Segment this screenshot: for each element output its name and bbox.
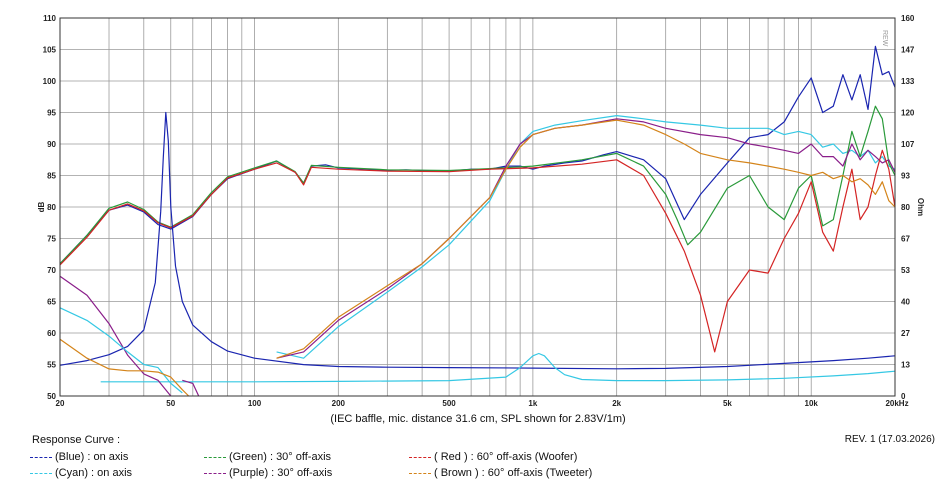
legend-label-red: ( Red ) : 60° off-axis (Woofer) bbox=[434, 451, 578, 463]
y-tick-right: 160 bbox=[901, 14, 915, 23]
x-tick: 200 bbox=[332, 399, 346, 408]
y-axis-label-left: dB bbox=[37, 201, 46, 212]
legend-label-blue: (Blue) : on axis bbox=[55, 451, 129, 463]
legend-swatch-green bbox=[204, 456, 226, 458]
series-line bbox=[100, 352, 896, 383]
y-tick-left: 100 bbox=[43, 77, 57, 86]
x-tick: 500 bbox=[442, 399, 456, 408]
y-tick-left: 70 bbox=[47, 266, 56, 275]
legend-label-brown: ( Brown ) : 60° off-axis (Tweeter) bbox=[434, 467, 593, 479]
revision-label: REV. 1 (17.03.2026) bbox=[844, 434, 935, 445]
y-tick-right: 67 bbox=[901, 235, 910, 244]
y-tick-left: 85 bbox=[47, 172, 56, 181]
chart-curves bbox=[59, 45, 896, 397]
y-tick-right: 0 bbox=[901, 392, 906, 401]
legend-item-cyan: (Cyan) : on axis bbox=[30, 467, 132, 479]
chart-grid bbox=[59, 17, 896, 397]
y-tick-right: 53 bbox=[901, 266, 910, 275]
y-tick-left: 80 bbox=[47, 203, 56, 212]
x-tick: 100 bbox=[248, 399, 262, 408]
legend-item-green: (Green) : 30° off-axis bbox=[204, 451, 331, 463]
legend-swatch-brown bbox=[409, 472, 431, 474]
y-tick-left: 75 bbox=[47, 235, 56, 244]
y-tick-left: 105 bbox=[43, 46, 57, 55]
series-line bbox=[276, 119, 896, 359]
y-tick-left: 65 bbox=[47, 298, 56, 307]
x-tick: 20 bbox=[56, 399, 65, 408]
plot-frame bbox=[59, 17, 896, 397]
frequency-response-chart: 50 55 60 65 70 75 80 85 90 95 100 105 110 0 13 27 40 53 67… bbox=[37, 14, 925, 408]
legend-label-cyan: (Cyan) : on axis bbox=[55, 467, 133, 479]
y-tick-right: 27 bbox=[901, 329, 910, 338]
y-tick-left: 60 bbox=[47, 329, 56, 338]
legend-swatch-red bbox=[409, 456, 431, 458]
legend-label-green: (Green) : 30° off-axis bbox=[229, 451, 332, 463]
y-tick-right: 40 bbox=[901, 298, 910, 307]
y-tick-right: 147 bbox=[901, 46, 915, 55]
series-line bbox=[59, 45, 896, 265]
chart-ticks: 50 55 60 65 70 75 80 85 90 95 100 105 110 0 13 27 40 53 67… bbox=[43, 14, 915, 408]
legend-swatch-purple bbox=[204, 472, 226, 474]
x-tick: 5k bbox=[723, 399, 732, 408]
y-axis-label-right: Ohm bbox=[916, 198, 925, 216]
y-tick-right: 107 bbox=[901, 140, 915, 149]
series-line bbox=[59, 111, 896, 370]
y-tick-left: 90 bbox=[47, 140, 56, 149]
y-tick-right: 120 bbox=[901, 109, 915, 118]
series-line bbox=[59, 338, 190, 397]
legend-item-brown: ( Brown ) : 60° off-axis (Tweeter) bbox=[409, 467, 592, 479]
legend-swatch-blue bbox=[30, 456, 52, 458]
series-line bbox=[276, 114, 896, 359]
x-tick: 10k bbox=[805, 399, 819, 408]
y-tick-right: 80 bbox=[901, 203, 910, 212]
legend-title: Response Curve : bbox=[32, 434, 121, 446]
series-line bbox=[59, 275, 172, 397]
legend-item-red: ( Red ) : 60° off-axis (Woofer) bbox=[409, 451, 577, 463]
legend-item-blue: (Blue) : on axis bbox=[30, 451, 128, 463]
series-line bbox=[59, 307, 183, 394]
series-line bbox=[182, 379, 200, 397]
legend-item-purple: (Purple) : 30° off-axis bbox=[204, 467, 332, 479]
x-tick: 2k bbox=[612, 399, 621, 408]
y-tick-right: 133 bbox=[901, 77, 915, 86]
y-tick-left: 55 bbox=[47, 361, 56, 370]
chart-caption: (IEC baffle, mic. distance 31.6 cm, SPL … bbox=[330, 413, 626, 425]
series-line bbox=[59, 105, 896, 265]
y-tick-right: 93 bbox=[901, 172, 910, 181]
y-tick-left: 95 bbox=[47, 109, 56, 118]
legend-swatch-cyan bbox=[30, 472, 52, 474]
x-tick: 1k bbox=[528, 399, 537, 408]
y-tick-left: 50 bbox=[47, 392, 56, 401]
legend-label-purple: (Purple) : 30° off-axis bbox=[229, 467, 333, 479]
rew-watermark: REW bbox=[881, 30, 888, 47]
y-tick-left: 110 bbox=[43, 14, 56, 23]
series-line bbox=[59, 149, 896, 353]
x-tick: 50 bbox=[166, 399, 175, 408]
x-tick: 20kHz bbox=[885, 399, 908, 408]
y-tick-right: 13 bbox=[901, 361, 910, 370]
